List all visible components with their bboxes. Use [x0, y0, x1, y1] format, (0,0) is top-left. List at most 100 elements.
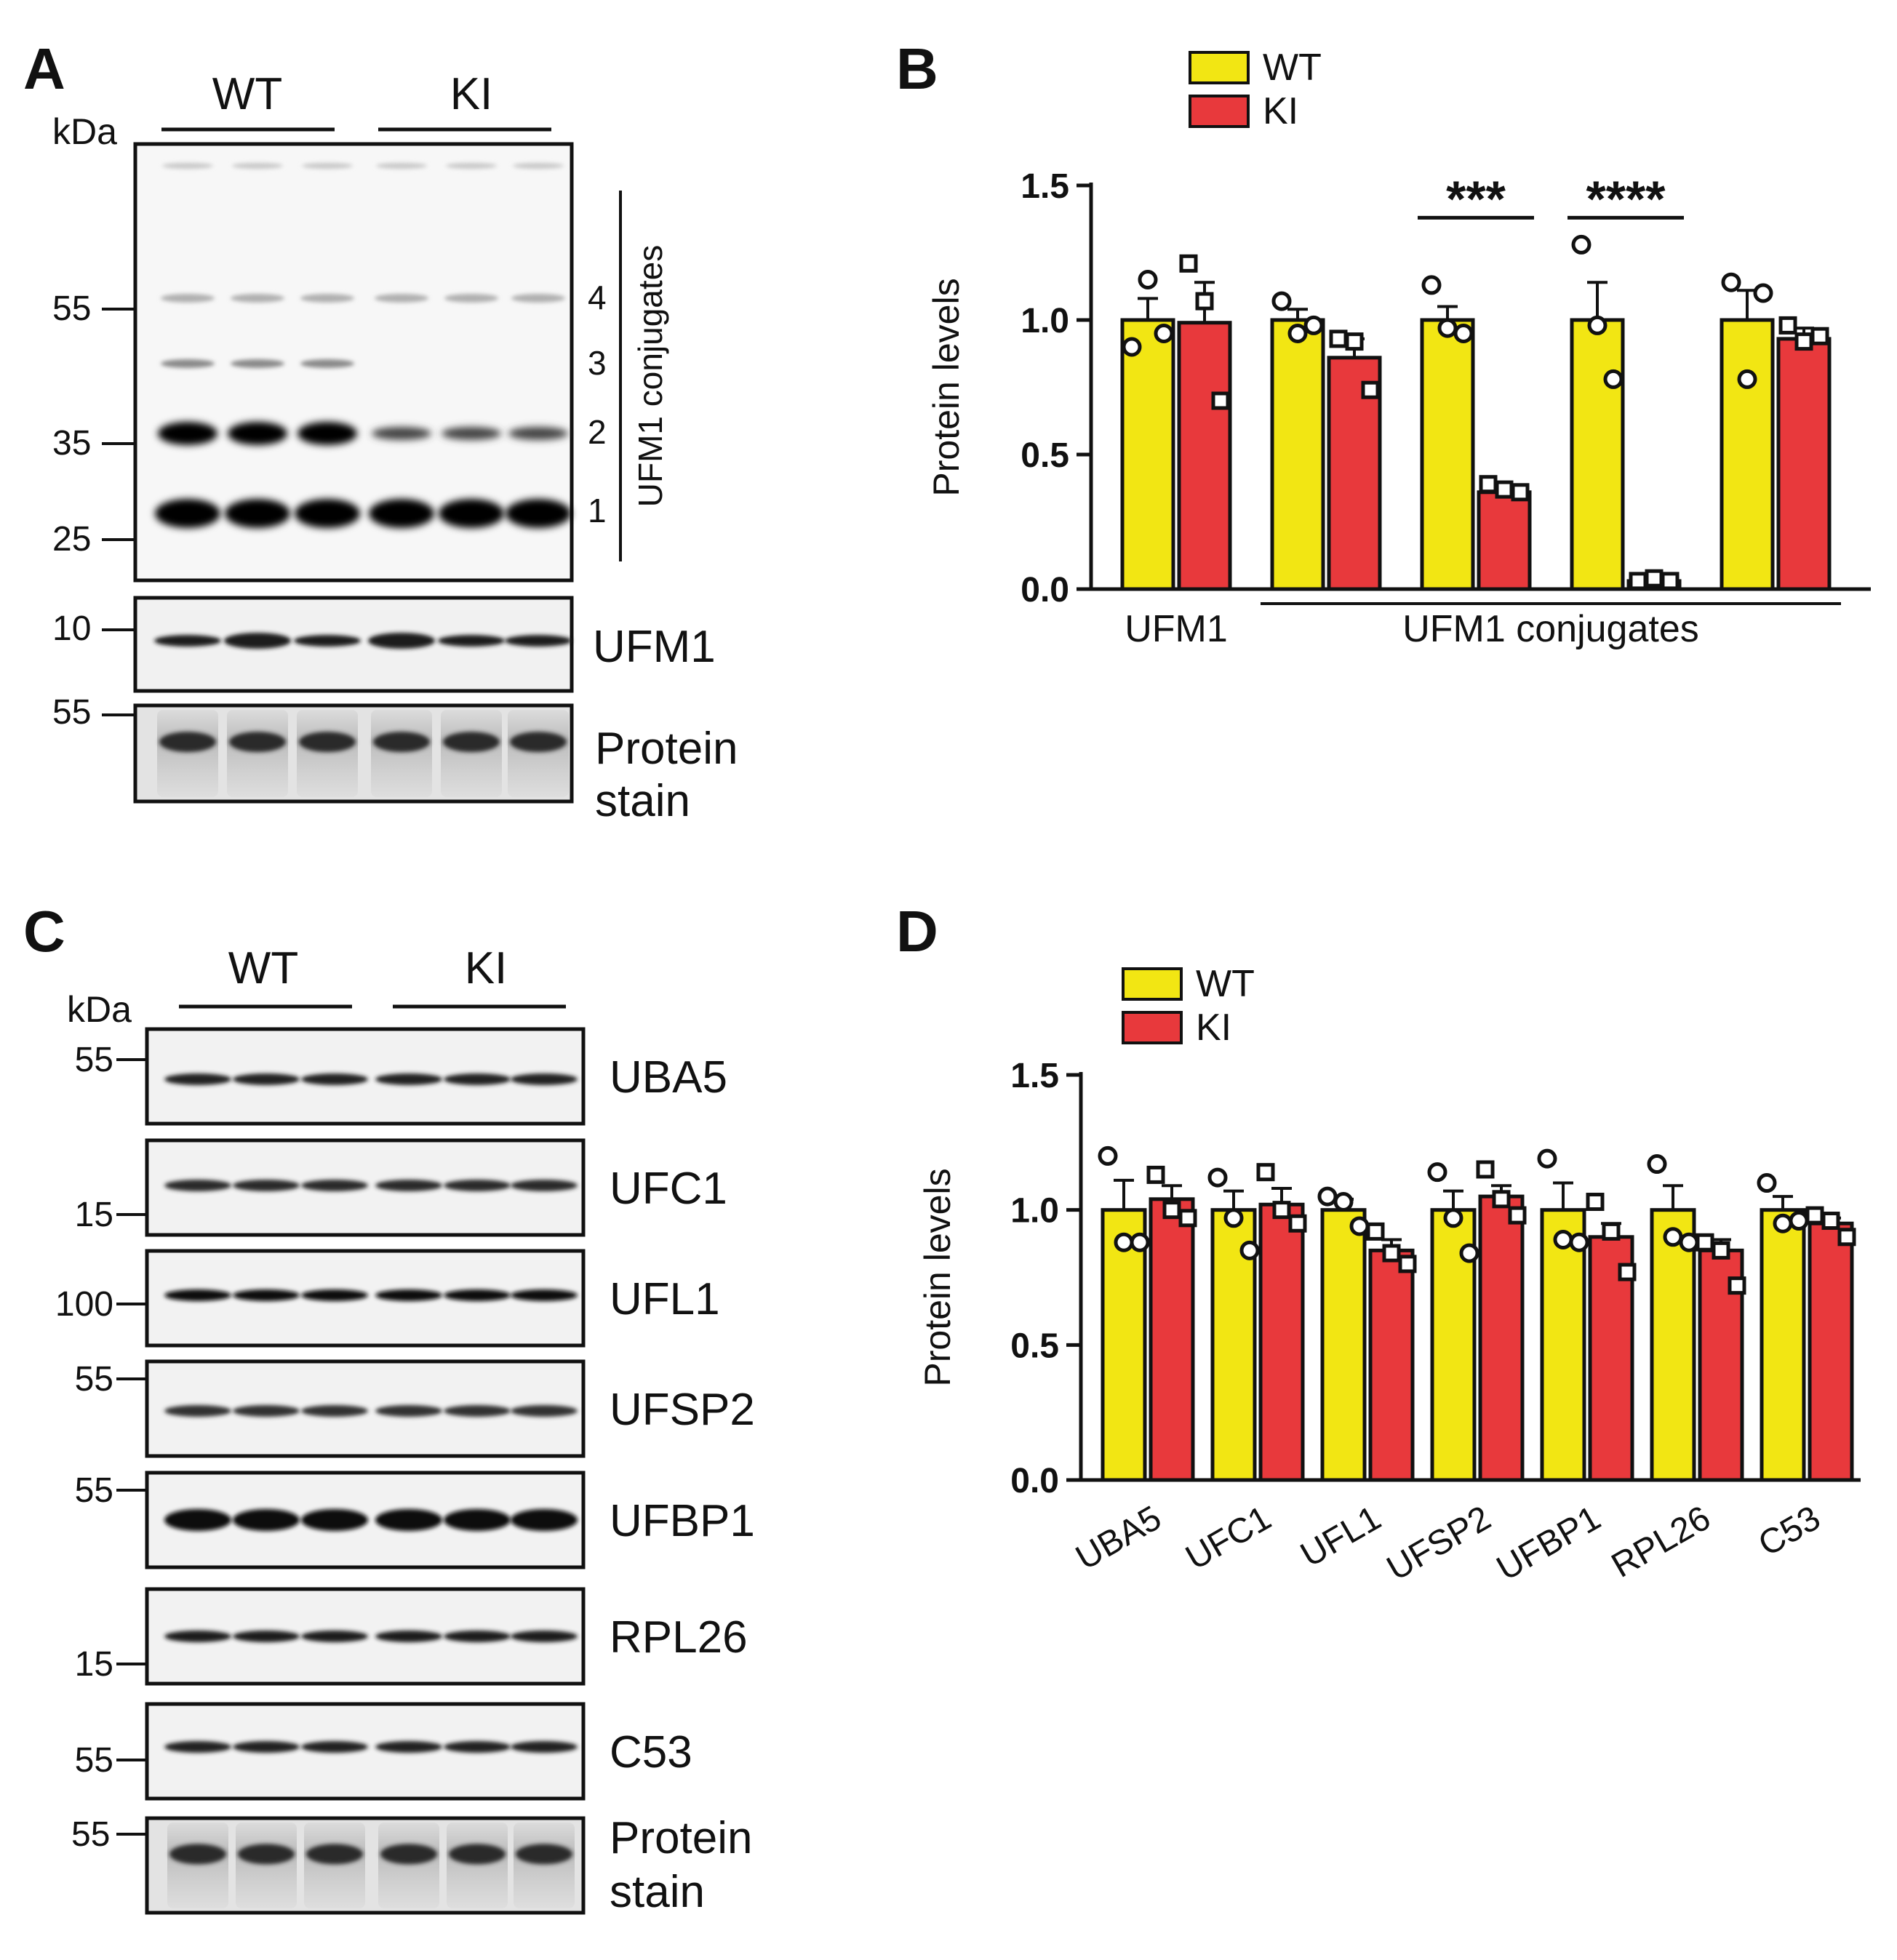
bar-ki [1258, 1202, 1305, 1482]
panel-letter-c: C [23, 899, 65, 964]
stain-lane [441, 710, 502, 797]
stain-lane [304, 1823, 365, 1908]
blot-label: UFL1 [610, 1274, 720, 1324]
blot-band [297, 422, 357, 445]
blot-band [511, 1405, 578, 1417]
blot-ufsp2 [145, 1359, 586, 1458]
blot-band [375, 1073, 442, 1085]
blot-band [505, 635, 572, 647]
bar-wt [1120, 318, 1175, 591]
data-point-wt [1679, 1232, 1699, 1252]
blot-ufm1-conjugates [133, 142, 574, 583]
panel-letter-b: B [896, 36, 938, 101]
y-axis-label: Protein levels [917, 1168, 958, 1386]
blot-band [511, 1073, 578, 1085]
blot-band [233, 1405, 300, 1417]
panel-letter-d: D [896, 899, 938, 964]
bar-ki [1478, 1194, 1525, 1482]
data-point-wt [1753, 283, 1773, 303]
data-point-ki [1778, 316, 1797, 335]
y-tick-label: 1.5 [1010, 1057, 1059, 1095]
x-tick-label: C53 [1752, 1499, 1827, 1564]
data-point-ki [1382, 1244, 1401, 1263]
blot-label: C53 [610, 1727, 692, 1777]
data-point-ki [1195, 292, 1214, 311]
blot-band [444, 1289, 511, 1301]
group-label-wt: WT [212, 69, 282, 119]
data-point-ki [1661, 572, 1680, 591]
protein-stain-a [133, 703, 574, 804]
blot-label: RPL26 [610, 1612, 748, 1663]
blot-band [368, 633, 435, 649]
data-point-wt [1737, 369, 1757, 389]
data-point-wt [1349, 1216, 1370, 1236]
data-point-ki [1645, 569, 1664, 588]
bar-ki [1149, 1197, 1195, 1482]
x-tick-label: UFBP1 [1490, 1499, 1607, 1588]
blot-marker: 55 [75, 1741, 113, 1780]
blot-band [155, 499, 220, 528]
bar-ki [1177, 321, 1232, 591]
blot-ufm1 [133, 596, 574, 693]
x-tick-label: UFL1 [1294, 1499, 1387, 1575]
data-point-ki [1288, 1214, 1307, 1233]
data-point-wt [1098, 1145, 1118, 1166]
data-point-ki [1361, 380, 1380, 399]
blot-band [376, 163, 427, 169]
blot-ufc1 [145, 1138, 586, 1237]
data-point-wt [1773, 1213, 1793, 1233]
group-label-ki: KI [465, 943, 508, 993]
stain-label-line1: Protein [610, 1813, 752, 1863]
blot-band [164, 1405, 231, 1417]
data-point-ki [1629, 572, 1648, 591]
data-point-wt [1603, 369, 1624, 389]
kda-label: kDa [52, 111, 117, 152]
blot-band [446, 163, 497, 169]
blot-band [369, 499, 434, 528]
bar-ki [1368, 1248, 1415, 1482]
data-point-ki [1810, 327, 1829, 345]
data-point-wt [1647, 1154, 1667, 1175]
blot-marker: 55 [75, 1360, 113, 1399]
data-point-ki [1712, 1241, 1730, 1260]
data-point-wt [1207, 1167, 1228, 1188]
group-label-ki: KI [450, 69, 493, 119]
blot-band [225, 499, 290, 528]
data-point-wt [1721, 272, 1741, 292]
blot-band [375, 1180, 442, 1191]
blot-marker: 55 [75, 1041, 113, 1079]
data-point-wt [1239, 1240, 1260, 1260]
blot-band [299, 732, 356, 753]
bar-wt [1101, 1208, 1147, 1482]
data-point-wt [1130, 1232, 1150, 1252]
marker-55-stain: 55 [52, 693, 91, 732]
stain-lane [167, 1823, 228, 1908]
y-axis-label: Protein levels [926, 278, 967, 496]
data-point-wt [1271, 291, 1292, 311]
conjugates-label: UFM1 conjugates [631, 245, 669, 508]
data-point-ki [1146, 1165, 1165, 1184]
blot-band [233, 1741, 300, 1753]
data-point-ki [1508, 1206, 1527, 1225]
stain-label-line1: Protein [595, 724, 738, 774]
data-point-wt [1421, 275, 1442, 295]
legend-label-ki: KI [1263, 90, 1298, 132]
y-tick-label: 1.0 [1021, 302, 1069, 340]
blot-band [375, 1289, 442, 1301]
blot-marker: 55 [75, 1471, 113, 1510]
data-point-wt [1114, 1232, 1134, 1252]
blot-marker: 100 [55, 1285, 113, 1324]
x-tick-label: UFSP2 [1381, 1499, 1497, 1588]
blot-band [301, 1180, 368, 1191]
stain-lane [227, 710, 288, 797]
blot-band [159, 732, 216, 753]
marker-25: 25 [52, 520, 91, 559]
blot-band [162, 163, 213, 169]
blot-band [224, 633, 291, 649]
band-number-2: 2 [588, 413, 607, 451]
blot-band [375, 1509, 442, 1531]
data-point-ki [1329, 329, 1348, 348]
blot-band [444, 1509, 511, 1531]
blot-band [442, 427, 501, 440]
legend-swatch-ki [1122, 1011, 1183, 1044]
